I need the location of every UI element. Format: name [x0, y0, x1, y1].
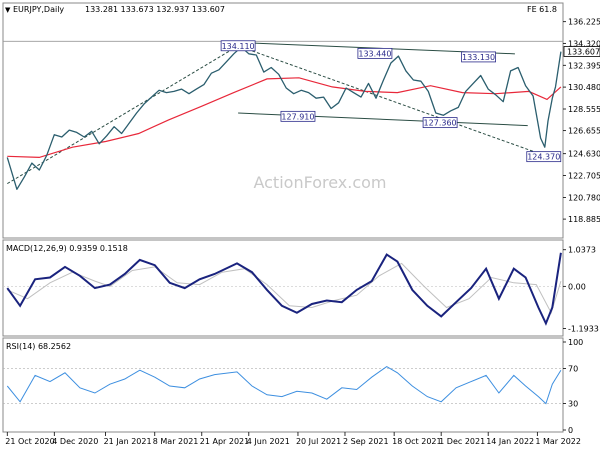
price-y-tick-label: 118.885 [568, 215, 600, 224]
macd-y-tick-label: -1.1933 [568, 324, 599, 333]
rsi-title: RSI(14) 68.2562 [6, 342, 71, 351]
x-tick-label: 4 Jun 2021 [247, 437, 290, 446]
price-y-tick-label: 124.630 [568, 150, 600, 159]
annotation-box [461, 51, 496, 63]
price-y-tick-label: 136.225 [568, 18, 600, 27]
annotation-label: 133.440 [358, 49, 391, 58]
macd-layer [3, 252, 563, 326]
rsi-y-tick-label: 0 [568, 426, 573, 435]
y-axis-layer: 118.885 120.780 122.705 124.630 126.655 128.5… [563, 18, 600, 435]
rsi-layer [3, 366, 563, 405]
macd-y-tick-label: 1.0373 [568, 246, 596, 255]
price-line [6, 46, 562, 190]
moving-average-line [7, 77, 562, 159]
rsi-y-tick-label: 30 [568, 400, 578, 409]
trendline-falling-dashed [237, 45, 544, 156]
symbol-title: EURJPY,Daily [13, 5, 64, 14]
price-y-tick-label: 134.320 [568, 39, 600, 48]
macd-line [6, 252, 562, 326]
annotation-box [220, 40, 256, 52]
price-y-tick-label: 128.555 [568, 105, 600, 114]
macd-signal-line [7, 262, 562, 315]
annotation-box [422, 117, 458, 129]
x-tick-label: 21 Jan 2021 [104, 437, 152, 446]
watermark: ActionForex.com [253, 173, 386, 192]
fib-label: FE 61.8 [527, 5, 557, 14]
annotation-box [357, 47, 393, 59]
price-y-tick-label: 120.780 [568, 194, 600, 203]
annotation-label: 127.360 [424, 119, 457, 128]
price-layer: 134.110 133.440 133.130 127.910 127.360 124.3… [6, 40, 562, 190]
price-y-tick-label: 126.655 [568, 127, 600, 136]
annotation-label: 134.110 [222, 42, 255, 51]
annotation-box [526, 151, 562, 163]
x-tick-label: 1 Dec 2021 [439, 437, 485, 446]
x-tick-label: 21 Oct 2020 [5, 437, 54, 446]
price-y-tick-label: 132.395 [568, 61, 600, 70]
x-tick-label: 21 Apr 2021 [200, 437, 249, 446]
rsi-y-tick-label: 100 [568, 338, 583, 347]
price-y-tick-label: 130.480 [568, 83, 600, 92]
last-price-box [563, 46, 600, 57]
ohlc-readout: 133.281 133.673 132.937 133.607 [85, 5, 225, 14]
chart-title-icon: ▼ [5, 6, 11, 14]
last-price-label: 133.607 [567, 47, 600, 56]
annotation-label: 127.910 [281, 112, 314, 121]
macd-panel [2, 239, 564, 337]
macd-y-tick-label: 0.00 [568, 282, 586, 291]
rsi-y-tick-label: 70 [568, 364, 578, 373]
annotation-label: 133.130 [462, 53, 495, 62]
x-tick-label: 4 Dec 2020 [52, 437, 98, 446]
price-y-tick-label: 122.705 [568, 172, 600, 181]
rsi-line [6, 366, 562, 405]
x-tick-label: 14 Jan 2022 [486, 437, 534, 446]
x-tick-label: 8 Mar 2021 [153, 437, 199, 446]
x-tick-label: 20 Jul 2021 [296, 437, 341, 446]
x-tick-label: 2 Sep 2021 [343, 437, 389, 446]
x-tick-label: 1 Mar 2022 [535, 437, 581, 446]
x-tick-label: 18 Oct 2021 [392, 437, 441, 446]
macd-title: MACD(12,26,9) 0.9359 0.1518 [6, 244, 128, 253]
annotation-label: 124.370 [527, 153, 560, 162]
annotation-box [280, 110, 316, 122]
rsi-panel [2, 337, 564, 433]
